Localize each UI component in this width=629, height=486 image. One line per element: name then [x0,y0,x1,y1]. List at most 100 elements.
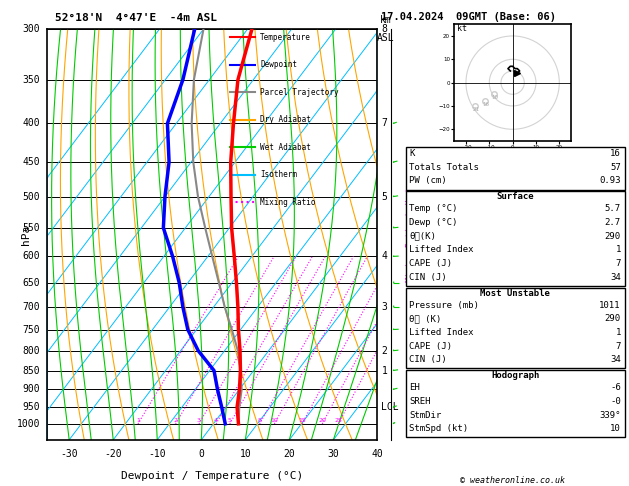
Text: 900: 900 [22,384,40,394]
Text: Temperature: Temperature [260,33,311,42]
Text: Hodograph: Hodograph [491,371,539,380]
Text: 5: 5 [228,417,231,423]
Text: CAPE (J): CAPE (J) [409,259,452,268]
Text: •: • [391,254,395,259]
Text: -0: -0 [610,397,621,406]
Text: 25: 25 [335,417,342,423]
Text: 7: 7 [381,119,387,128]
Text: 34: 34 [610,355,621,364]
Text: Mixing Ratio (g/kg): Mixing Ratio (g/kg) [406,187,415,282]
Text: 10: 10 [240,449,251,459]
Text: Isotherm: Isotherm [260,171,297,179]
Text: 1011: 1011 [599,301,621,310]
Text: 1: 1 [615,328,621,337]
Text: hPa: hPa [21,225,31,244]
Text: 2: 2 [381,346,387,356]
Text: © weatheronline.co.uk: © weatheronline.co.uk [460,475,565,485]
Text: 400: 400 [22,119,40,128]
Text: Temp (°C): Temp (°C) [409,205,458,213]
Text: 450: 450 [22,157,40,167]
Text: Pressure (mb): Pressure (mb) [409,301,479,310]
Text: 3: 3 [197,417,201,423]
Text: 57: 57 [610,163,621,172]
Text: 16: 16 [610,149,621,158]
Text: 850: 850 [22,365,40,376]
Text: Parcel Trajectory: Parcel Trajectory [260,88,339,97]
Text: Most Unstable: Most Unstable [480,289,550,297]
Text: LCL: LCL [381,402,399,412]
Text: EH: EH [409,383,420,392]
Text: 5.7: 5.7 [604,205,621,213]
Text: 300: 300 [22,24,40,34]
Text: 290: 290 [604,314,621,323]
Text: Wet Adiabat: Wet Adiabat [260,143,311,152]
Text: -30: -30 [60,449,78,459]
Text: 15: 15 [298,417,306,423]
Text: •: • [391,368,395,373]
Text: 700: 700 [22,302,40,312]
Text: 1000: 1000 [16,419,40,429]
Text: SREH: SREH [409,397,431,406]
Text: -10: -10 [148,449,166,459]
Text: 8: 8 [258,417,262,423]
Text: 16: 16 [482,102,489,107]
Text: 600: 600 [22,251,40,261]
Text: •: • [391,404,395,410]
Text: 1: 1 [381,365,387,376]
Text: 339°: 339° [599,411,621,419]
Text: Dewpoint: Dewpoint [260,60,297,69]
Text: •: • [391,327,395,332]
Text: 1: 1 [615,245,621,254]
Text: 0: 0 [198,449,204,459]
Text: 21: 21 [473,106,480,112]
Text: 2: 2 [174,417,177,423]
Text: CAPE (J): CAPE (J) [409,342,452,350]
Text: 950: 950 [22,402,40,412]
Text: km: km [380,15,391,25]
Text: 10: 10 [270,417,278,423]
Text: StmDir: StmDir [409,411,442,419]
Text: PW (cm): PW (cm) [409,176,447,185]
Text: •: • [391,280,395,285]
Text: 800: 800 [22,346,40,356]
Text: •: • [391,421,395,426]
Text: 3: 3 [381,302,387,312]
Text: 650: 650 [22,278,40,288]
Text: Mixing Ratio: Mixing Ratio [260,198,316,207]
Text: 5: 5 [381,191,387,202]
Text: 4: 4 [381,251,387,261]
Text: CIN (J): CIN (J) [409,273,447,281]
Text: 17.04.2024  09GMT (Base: 06): 17.04.2024 09GMT (Base: 06) [381,12,556,22]
Text: 20: 20 [284,449,295,459]
Text: 0.93: 0.93 [599,176,621,185]
Text: Dewpoint / Temperature (°C): Dewpoint / Temperature (°C) [121,470,303,481]
Text: Dry Adiabat: Dry Adiabat [260,115,311,124]
Text: Surface: Surface [496,192,534,201]
Text: 40: 40 [372,449,383,459]
Text: 10: 10 [492,95,499,100]
Text: CIN (J): CIN (J) [409,355,447,364]
Text: •: • [391,194,395,199]
Text: •: • [391,304,395,310]
Text: -6: -6 [610,383,621,392]
Text: θᴇ(K): θᴇ(K) [409,232,437,241]
Text: 52°18'N  4°47'E  -4m ASL: 52°18'N 4°47'E -4m ASL [55,13,218,23]
Text: 7: 7 [615,342,621,350]
Text: 2.7: 2.7 [604,218,621,227]
Text: Lifted Index: Lifted Index [409,245,474,254]
Text: 34: 34 [610,273,621,281]
Text: •: • [391,387,395,392]
Text: •: • [391,348,395,353]
Text: Lifted Index: Lifted Index [409,328,474,337]
Text: •: • [391,226,395,230]
Text: 8: 8 [381,24,387,34]
Text: -20: -20 [104,449,122,459]
Text: 290: 290 [604,232,621,241]
Text: Dewp (°C): Dewp (°C) [409,218,458,227]
Text: Totals Totals: Totals Totals [409,163,479,172]
Text: 20: 20 [318,417,326,423]
Text: 10: 10 [610,424,621,433]
Text: 1: 1 [136,417,140,423]
Text: θᴇ (K): θᴇ (K) [409,314,442,323]
Text: 4: 4 [214,417,218,423]
